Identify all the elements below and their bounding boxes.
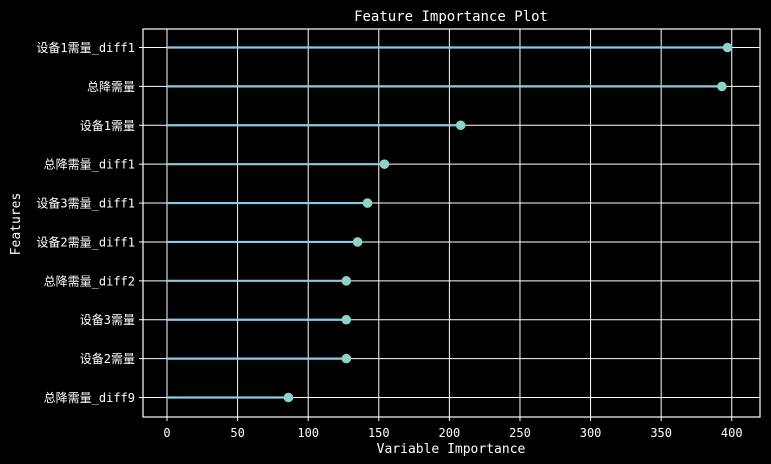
y-axis-label: Features	[9, 193, 24, 256]
lollipop-marker	[341, 314, 352, 325]
x-tick-label: 300	[580, 426, 602, 440]
y-tick-label: 总降需量_diff2	[44, 274, 135, 288]
lollipop-marker	[722, 42, 733, 53]
x-tick-label: 100	[297, 426, 319, 440]
lollipop-marker	[341, 276, 352, 286]
lollipop-marker	[341, 353, 352, 364]
y-tick-label: 设备1需量	[80, 119, 135, 133]
x-tick-label: 50	[230, 426, 244, 440]
y-tick-label: 设备3需量_diff1	[36, 197, 135, 211]
x-axis-label: Variable Importance	[377, 442, 526, 457]
x-tick-label: 0	[163, 426, 170, 440]
lollipop-marker	[455, 120, 466, 131]
lollipop-marker	[717, 81, 727, 92]
x-tick-label: 250	[509, 426, 531, 440]
lollipop-marker	[283, 392, 294, 403]
lollipop-marker	[379, 159, 390, 169]
y-tick-label: 设备2需量_diff1	[36, 235, 135, 249]
lollipop-marker	[352, 237, 363, 247]
y-tick-label: 总降需量	[87, 80, 135, 94]
x-tick-label: 350	[650, 426, 672, 440]
plot-area	[142, 28, 761, 418]
ticks-layer: 0 50 100 150 200 250 300 350 400 设备1需量_diff1 总降需量设…	[36, 41, 742, 440]
x-tick-label: 150	[368, 426, 390, 440]
y-tick-label: 设备3需量	[80, 313, 135, 327]
x-tick-label: 400	[721, 426, 743, 440]
x-tick-label: 200	[439, 426, 461, 440]
chart-title: Feature Importance Plot	[354, 9, 548, 25]
y-tick-label: 设备1需量_diff1	[36, 41, 135, 55]
lollipop-marker	[362, 198, 373, 208]
y-tick-label: 总降需量_diff9	[44, 391, 135, 405]
y-tick-label: 设备2需量	[80, 352, 135, 366]
marks-layer	[167, 42, 733, 403]
y-tick-label: 总降需量_diff1	[44, 158, 135, 172]
